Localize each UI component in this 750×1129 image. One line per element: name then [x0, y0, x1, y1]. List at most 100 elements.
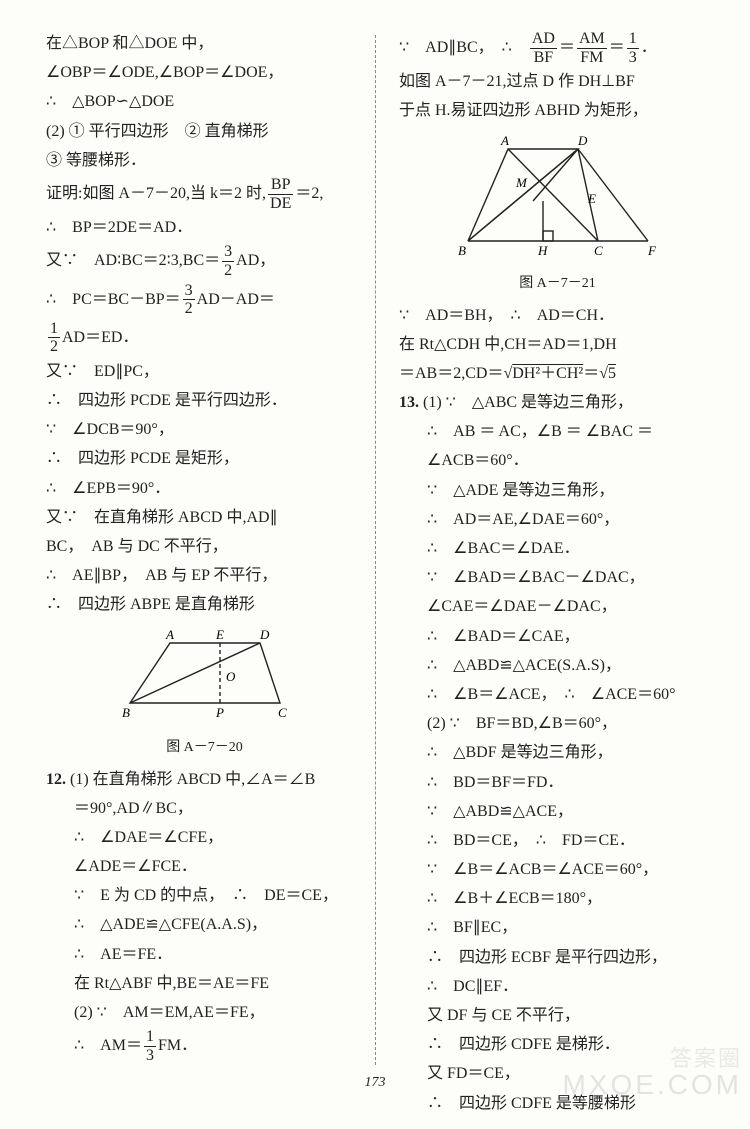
text: ＝AB＝2,CD＝: [399, 365, 503, 382]
text: ∴ PC＝BC－BP＝32AD－AD＝: [46, 282, 363, 318]
text: BC， AB 与 DC 不平行，: [46, 533, 363, 560]
text: 在 Rt△ABF 中,BE＝AE＝FE: [46, 970, 363, 997]
eq: ＝: [609, 39, 625, 56]
fig2-svg: A D M E B H C F: [448, 131, 668, 261]
left-column: 在△BOP 和△DOE 中， ∠OBP＝∠ODE,∠BOP＝∠DOE， ∴ △B…: [40, 30, 381, 1119]
text: ∴ 四边形 CDFE 是梯形．: [399, 1031, 716, 1058]
label-M: M: [515, 175, 528, 190]
text: ∴ AE∥BP， AB 与 EP 不平行，: [46, 562, 363, 589]
text: 如图 A－7－21,过点 D 作 DH⊥BF: [399, 68, 716, 95]
text: ∵ ∠BAD＝∠BAC－∠DAC，: [399, 564, 716, 591]
text: ∴ △BOP∽△DOE: [46, 88, 363, 115]
denominator: DE: [268, 195, 293, 213]
label-C: C: [594, 243, 603, 258]
text: 又∵ AD∶BC＝2∶3,BC＝: [46, 252, 220, 269]
text: ∴ 四边形 PCDE 是平行四边形．: [46, 387, 363, 414]
label-O: O: [226, 669, 236, 684]
text: AD－AD＝: [197, 290, 275, 307]
text: ∴ AB ＝ AC，∠B ＝ ∠BAC ＝: [399, 418, 716, 445]
label-D: D: [259, 627, 270, 642]
sqrt: 5: [608, 365, 616, 382]
fraction: 32: [183, 282, 195, 318]
label-C: C: [278, 705, 287, 720]
numerator: 1: [627, 30, 639, 49]
label-E: E: [587, 191, 596, 206]
column-divider: [375, 35, 376, 1065]
figure-a-7-20: A E D B P C O: [46, 625, 363, 734]
label-B: B: [458, 243, 466, 258]
text: ＝90°,AD∥BC，: [46, 795, 363, 822]
text: ∴ BF∥EC，: [399, 914, 716, 941]
label-A: A: [500, 133, 509, 148]
label-H: H: [537, 243, 548, 258]
text: ∵ △ABD≌△ACE，: [399, 798, 716, 825]
fig1-svg: A E D B P C O: [110, 625, 300, 725]
fraction: 32: [222, 243, 234, 279]
denominator: FM: [577, 49, 607, 67]
denominator: 3: [627, 49, 639, 67]
text: ＝2,: [295, 185, 323, 202]
text: ∴ DC∥EF．: [399, 973, 716, 1000]
text: 证明:如图 A－7－20,当 k＝2 时,BPDE＝2,: [46, 176, 363, 212]
text: ∴ 四边形 PCDE 是矩形，: [46, 445, 363, 472]
label-A: A: [165, 627, 174, 642]
text: (2) ∵ BF＝BD,∠B＝60°，: [399, 710, 716, 737]
text: 在△BOP 和△DOE 中，: [46, 30, 363, 57]
denominator: 2: [183, 300, 195, 318]
text: ③ 等腰梯形．: [46, 147, 363, 174]
numerator: AD: [530, 30, 557, 49]
text: ∴ BD＝BF＝FD．: [399, 769, 716, 796]
fraction: 12: [48, 320, 60, 356]
fraction: AMFM: [577, 30, 607, 66]
text: AD，: [236, 252, 275, 269]
text: ∠CAE＝∠DAE－∠DAC，: [399, 593, 716, 620]
eq: ＝: [559, 39, 575, 56]
text: (1) ∵ △ABC 是等边三角形，: [423, 394, 633, 411]
text: (1) 在直角梯形 ABCD 中,∠A＝∠B: [70, 771, 315, 788]
text: ∴ ∠EPB＝90°．: [46, 475, 363, 502]
text: ∴ BP＝2DE＝AD．: [46, 214, 363, 241]
text: ∵ ∠B＝∠ACB＝∠ACE＝60°，: [399, 856, 716, 883]
text: AD＝ED．: [62, 328, 138, 345]
text: ∵ AD＝BH， ∴ AD＝CH．: [399, 302, 716, 329]
text: 于点 H.易证四边形 ABHD 为矩形，: [399, 97, 716, 124]
text: ∵ ∠DCB＝90°，: [46, 416, 363, 443]
numerator: 3: [183, 282, 195, 301]
fraction: ADBF: [530, 30, 557, 66]
fraction: 13: [627, 30, 639, 66]
text: 12AD＝ED．: [46, 320, 363, 356]
label-B: B: [122, 705, 130, 720]
text: ∵ AD∥BC， ∴: [399, 39, 528, 56]
text: FM．: [158, 1037, 197, 1054]
text: (2) ∵ AM＝EM,AE＝FE，: [46, 999, 363, 1026]
text: ∴ 四边形 ECBF 是平行四边形，: [399, 944, 716, 971]
text: ∴ ∠BAC＝∠DAE．: [399, 535, 716, 562]
text: ∴ AM＝13FM．: [46, 1028, 363, 1064]
text: ∴ △ABD≌△ACE(S.A.S)，: [399, 652, 716, 679]
denominator: 2: [48, 338, 60, 356]
watermark-url: MXQE.COM: [562, 1061, 742, 1109]
text: ∠ADE＝∠FCE．: [46, 853, 363, 880]
item-12: 12. (1) 在直角梯形 ABCD 中,∠A＝∠B: [46, 766, 363, 793]
text: 在 Rt△CDH 中,CH＝AD＝1,DH: [399, 331, 716, 358]
denominator: 2: [222, 262, 234, 280]
text: ∴ AM＝: [74, 1037, 142, 1054]
text: ∴ BD＝CE， ∴ FD＝CE．: [399, 827, 716, 854]
numerator: 1: [144, 1028, 156, 1047]
fig2-caption: 图 A－7－21: [399, 272, 716, 296]
label-F: F: [647, 243, 657, 258]
numerator: BP: [268, 176, 293, 195]
figure-a-7-21: A D M E B H C F: [399, 131, 716, 270]
text: ＝AB＝2,CD＝√DH²＋CH²＝√5: [399, 360, 716, 387]
right-column: ∵ AD∥BC， ∴ ADBF＝AMFM＝13． 如图 A－7－21,过点 D …: [381, 30, 722, 1119]
denominator: 3: [144, 1047, 156, 1065]
denominator: BF: [530, 49, 557, 67]
fraction: 13: [144, 1028, 156, 1064]
text: 又∵ AD∶BC＝2∶3,BC＝32AD，: [46, 243, 363, 279]
text: ∴ ∠BAD＝∠CAE，: [399, 623, 716, 650]
fig1-caption: 图 A－7－20: [46, 736, 363, 760]
text: ＝: [583, 365, 599, 382]
text: ∴ ∠B＝∠ACE， ∴ ∠ACE＝60°: [399, 681, 716, 708]
item-13: 13. (1) ∵ △ABC 是等边三角形，: [399, 389, 716, 416]
sqrt: DH²＋CH²: [512, 365, 583, 382]
